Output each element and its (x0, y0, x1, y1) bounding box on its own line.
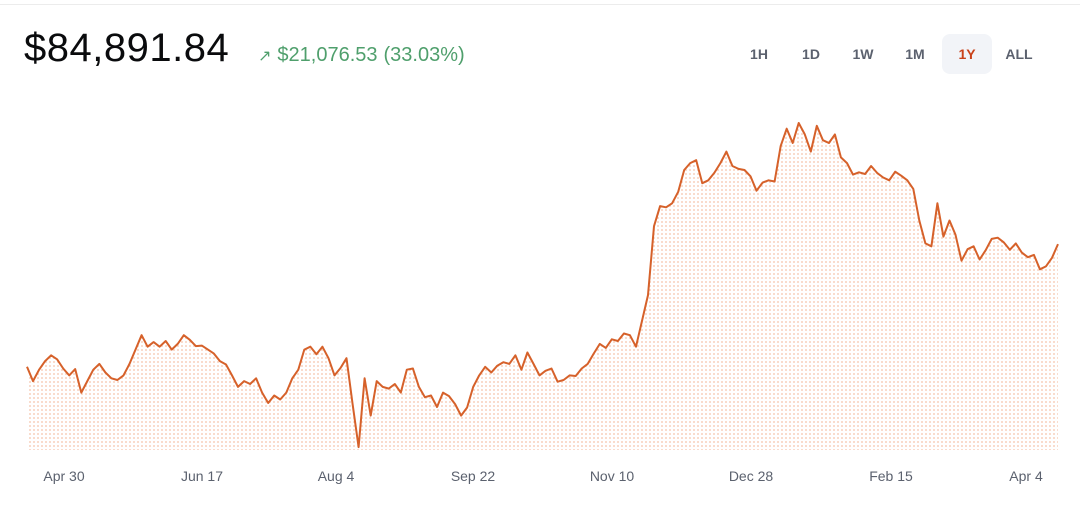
top-divider (0, 4, 1080, 5)
x-axis-labels: Apr 30 Jun 17 Aug 4 Sep 22 Nov 10 Dec 28 Feb 1… (43, 468, 1043, 484)
price-change: ↗ $21,076.53 (33.03%) (258, 44, 465, 67)
range-all-button[interactable]: ALL (1005, 46, 1033, 62)
range-1m-button[interactable]: 1M (905, 46, 925, 62)
change-amount: $21,076.53 (277, 44, 378, 66)
range-1w-button[interactable]: 1W (852, 46, 874, 62)
change-percent: (33.03%) (383, 44, 465, 66)
x-tick-label: Apr 4 (1009, 468, 1043, 484)
price-chart: Apr 30 Jun 17 Aug 4 Sep 22 Nov 10 Dec 28 Feb 1… (26, 122, 1059, 484)
price-line (26, 122, 1059, 449)
x-tick-label: Aug 4 (318, 468, 355, 484)
trend-up-arrow-icon: ↗ (258, 47, 272, 65)
x-tick-label: Nov 10 (590, 468, 635, 484)
time-range-selector: 1H 1D 1W 1M 1Y ALL (734, 34, 1044, 74)
range-1h-button[interactable]: 1H (750, 46, 768, 62)
x-tick-label: Sep 22 (451, 468, 496, 484)
x-tick-label: Jun 17 (181, 468, 223, 484)
x-tick-label: Dec 28 (729, 468, 774, 484)
x-tick-label: Apr 30 (43, 468, 84, 484)
current-price: $84,891.84 (24, 26, 230, 70)
range-1d-button[interactable]: 1D (802, 46, 820, 62)
x-tick-label: Feb 15 (869, 468, 913, 484)
price-area-fill (27, 123, 1058, 450)
range-1y-button[interactable]: 1Y (942, 34, 992, 74)
